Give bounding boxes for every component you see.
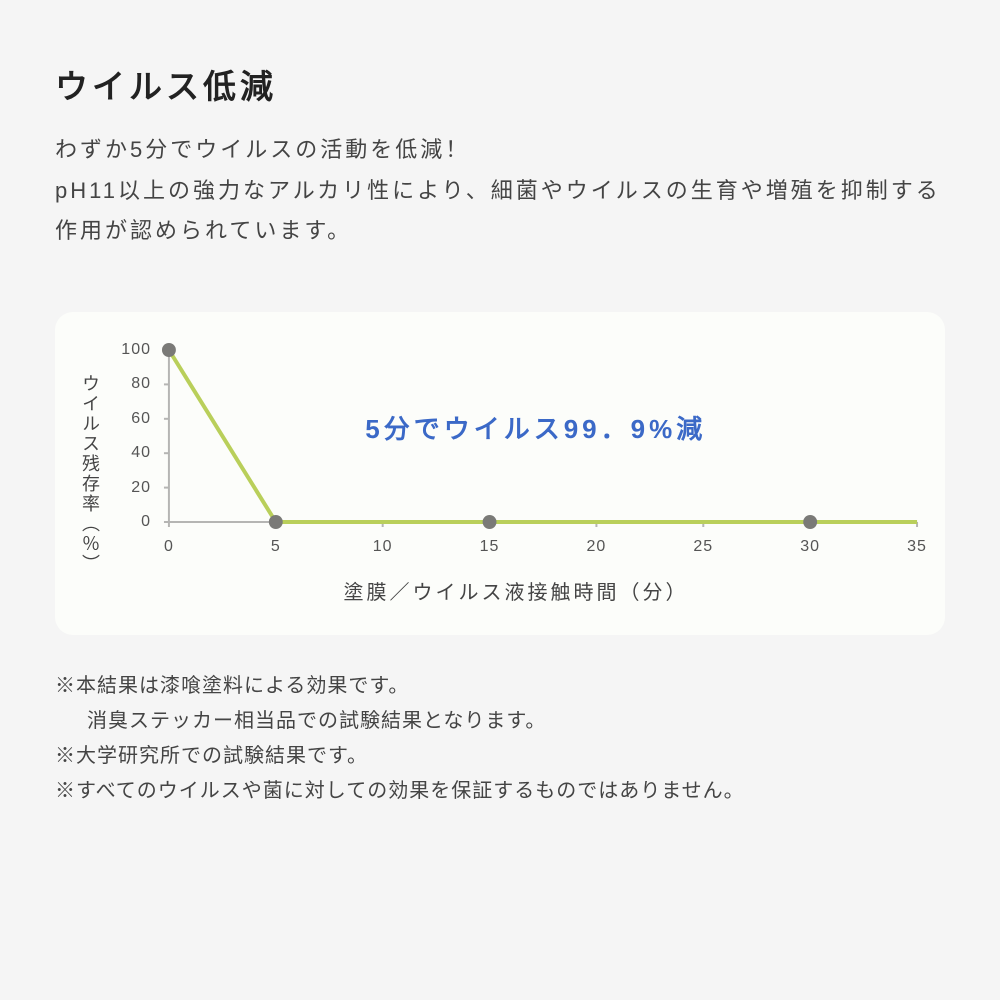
x-tick-label: 5 (271, 538, 281, 556)
footnote-line: 消臭ステッカー相当品での試験結果となります。 (55, 704, 945, 739)
x-axis-label: 塗膜／ウイルス液接触時間（分） (109, 576, 923, 605)
footnote-line: ※本結果は漆喰塗料による効果です。 (55, 669, 945, 704)
y-tick-label: 60 (131, 410, 151, 428)
x-tick-label: 15 (480, 538, 500, 556)
y-tick-label: 80 (131, 375, 151, 393)
lead-paragraph: わずか5分でウイルスの活動を低減！pH11以上の強力なアルカリ性により、細菌やウ… (55, 130, 945, 252)
chart-card: ウイルス残存率（％） 0 20 40 60 80 100 5分でウイルス99．9%減 0 5… (55, 312, 945, 635)
x-tick-label: 20 (587, 538, 607, 556)
x-tick-label: 25 (693, 538, 713, 556)
y-tick-label: 0 (141, 513, 151, 531)
section-heading: ウイルス低減 (55, 60, 945, 108)
y-tick-label: 100 (121, 341, 151, 359)
plot-svg-wrap: 5分でウイルス99．9%減 (159, 342, 923, 532)
footnote-line: ※すべてのウイルスや菌に対しての効果を保証するものではありません。 (55, 774, 945, 809)
chart-callout: 5分でウイルス99．9%減 (365, 409, 706, 446)
y-tick-label: 20 (131, 479, 151, 497)
footnote-line: ※大学研究所での試験結果です。 (55, 739, 945, 774)
x-tick-label: 10 (373, 538, 393, 556)
footnotes: ※本結果は漆喰塗料による効果です。消臭ステッカー相当品での試験結果となります。※… (55, 669, 945, 809)
plot-column: 020406080100 5分でウイルス99．9%減 0510152025303… (109, 342, 923, 605)
chart-wrap: ウイルス残存率（％） 0 20 40 60 80 100 5分でウイルス99．9%減 0 5… (77, 342, 923, 605)
y-axis-label: ウイルス残存率（％） (77, 342, 109, 605)
x-tick-label: 0 (164, 538, 174, 556)
y-tick-label: 40 (131, 444, 151, 462)
x-tick-label: 30 (800, 538, 820, 556)
y-ticks: 0 20 40 60 80 100 (115, 342, 155, 532)
plot-area: 0 20 40 60 80 100 5分でウイルス99．9%減 (115, 342, 923, 532)
x-ticks: 05101520253035 (159, 532, 923, 562)
x-tick-label: 35 (907, 538, 927, 556)
